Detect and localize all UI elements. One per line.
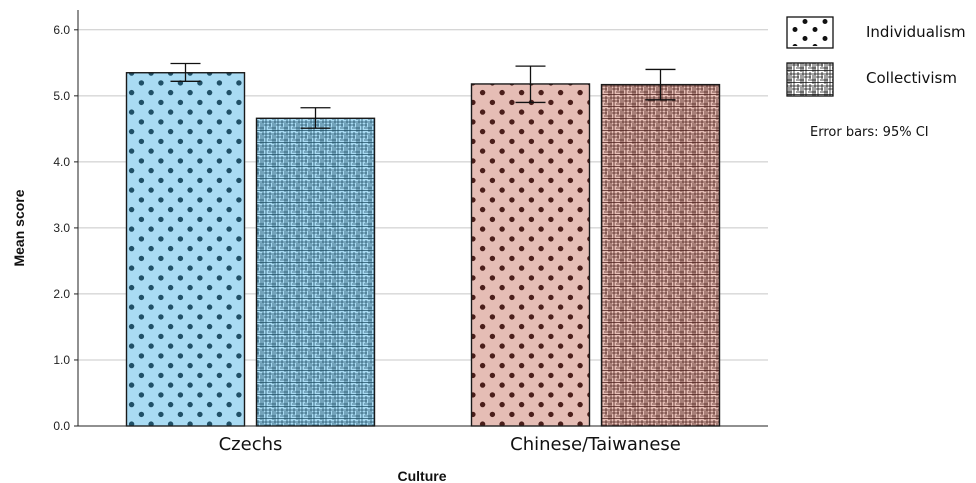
y-tick-labels: 0.0 1.0 2.0 3.0 4.0 5.0 6.0 bbox=[53, 23, 78, 433]
x-tick-labels: Czechs Chinese/Taiwanese bbox=[219, 434, 681, 455]
y-tick-label: 0.0 bbox=[53, 419, 70, 433]
x-axis-title: Culture bbox=[398, 468, 447, 483]
bar-chinese-taiwanese-collectivism bbox=[600, 83, 721, 427]
x-category-label: Chinese/Taiwanese bbox=[510, 434, 681, 455]
y-tick-label: 5.0 bbox=[53, 89, 70, 103]
bars bbox=[125, 72, 721, 427]
legend: Individualism Collectivism Error bars: 9… bbox=[786, 16, 966, 140]
bar-czechs-collectivism bbox=[255, 117, 376, 427]
legend-swatch-individualism-pattern bbox=[789, 19, 831, 46]
legend-swatch-collectivism bbox=[786, 62, 834, 97]
y-tick-label: 1.0 bbox=[53, 353, 70, 367]
y-tick-label: 3.0 bbox=[53, 221, 70, 235]
x-category-label: Czechs bbox=[219, 434, 283, 455]
legend-label-individualism: Individualism bbox=[866, 23, 966, 41]
y-axis-title: Mean score bbox=[11, 189, 27, 266]
bar-chinese-taiwanese-individualism bbox=[470, 83, 591, 427]
y-tick-label: 4.0 bbox=[53, 155, 70, 169]
legend-label-collectivism: Collectivism bbox=[866, 69, 957, 87]
y-tick-label: 6.0 bbox=[53, 23, 70, 37]
error-bars bbox=[170, 62, 676, 129]
bar-czechs-individualism bbox=[125, 72, 246, 427]
error-bar-note: Error bars: 95% CI bbox=[810, 125, 929, 140]
y-tick-label: 2.0 bbox=[53, 287, 70, 301]
